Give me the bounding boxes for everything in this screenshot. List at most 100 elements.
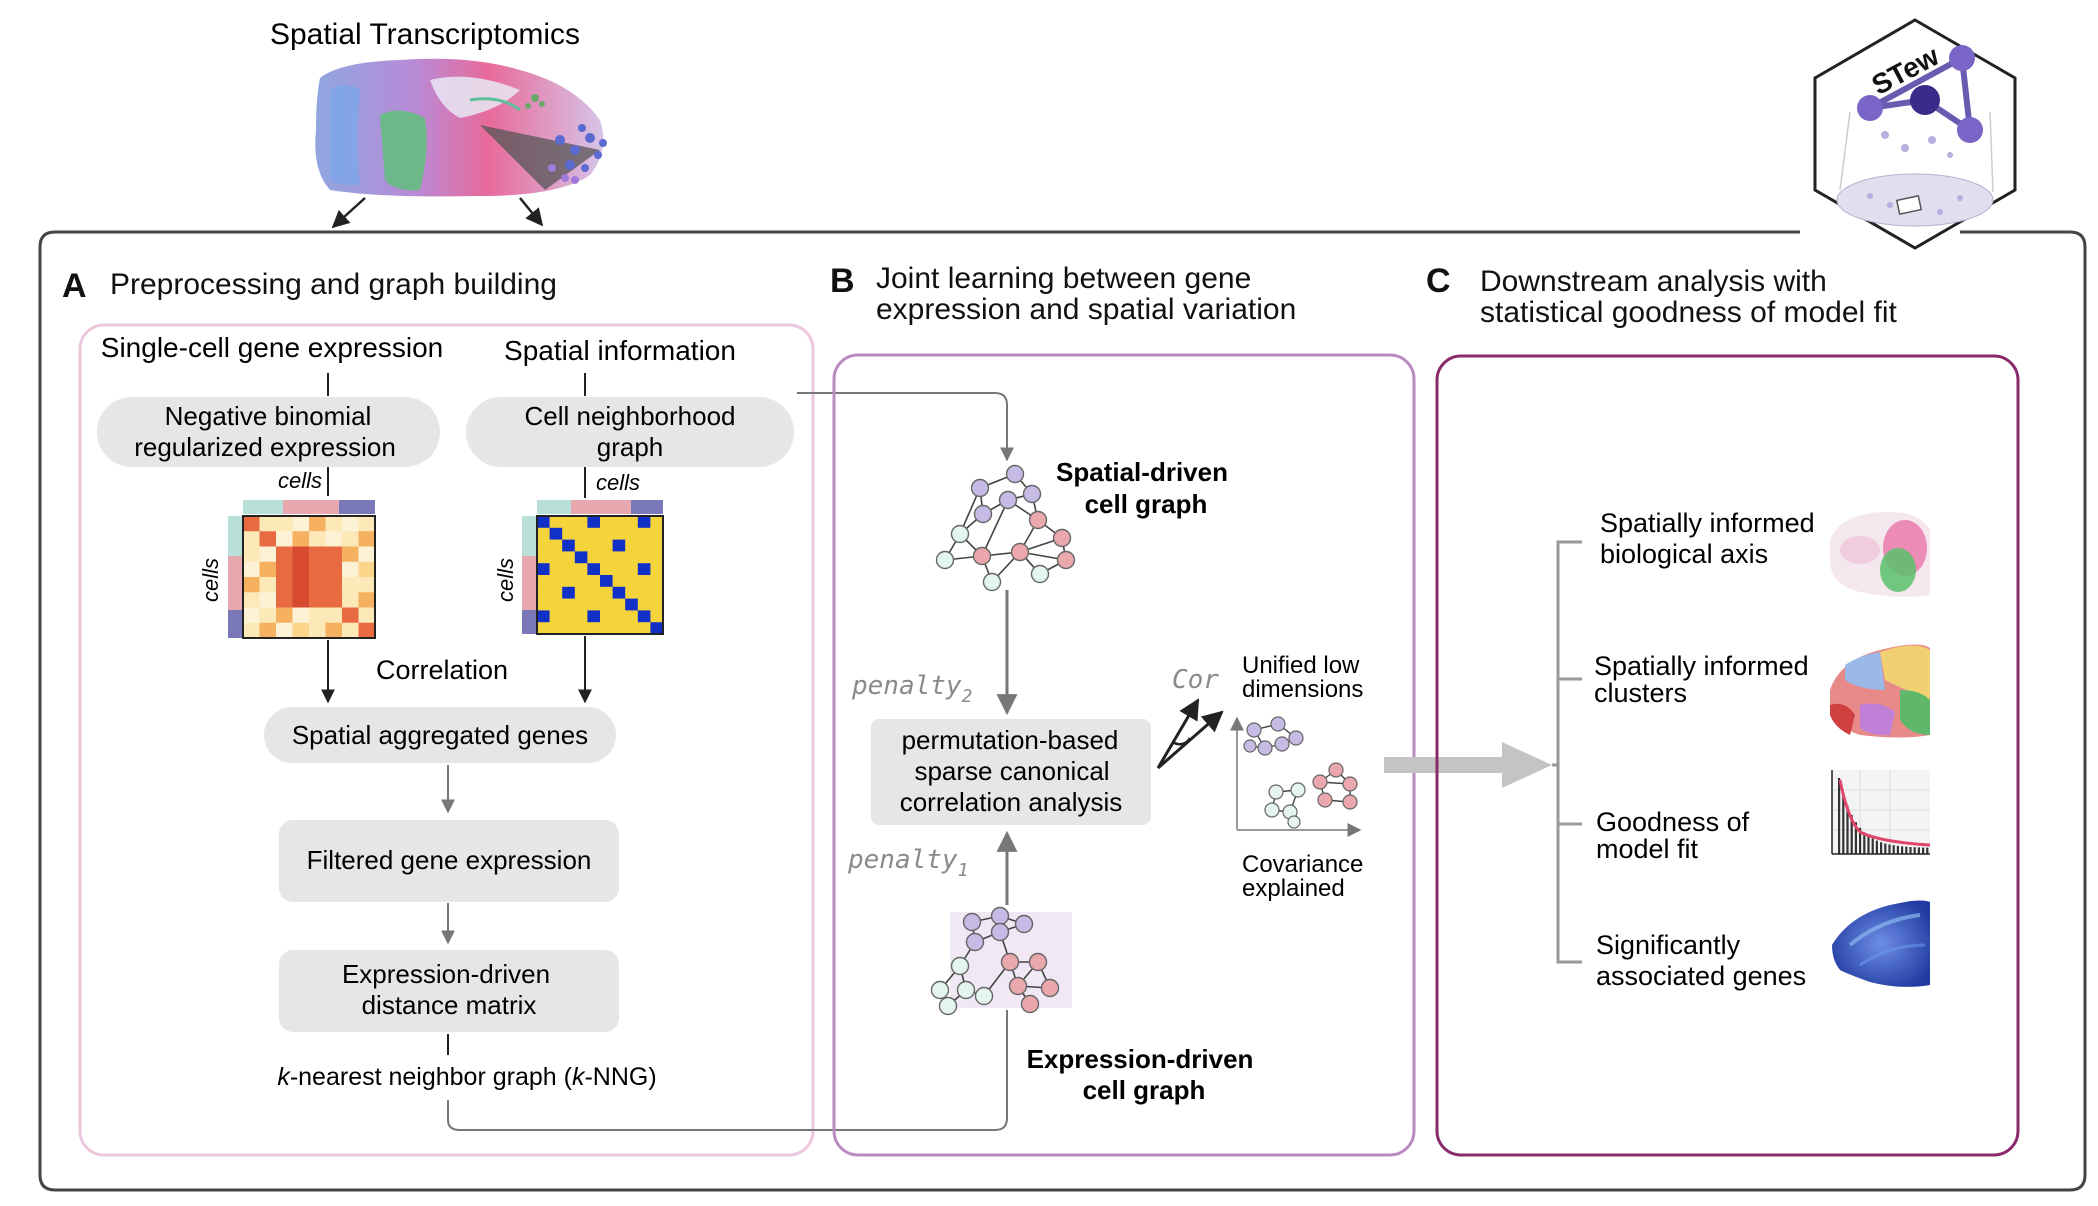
gof-bar [1863,832,1866,854]
panel-c-letter: C [1426,262,1451,300]
heatmap2-cell [637,586,651,599]
heatmap2-cell [650,563,664,576]
heatmap2-cell [650,610,664,623]
heatmap2-cell [637,516,651,529]
item2-line1: Spatially informed [1594,651,1809,681]
gof-bar [1896,845,1899,854]
gof-bar [1859,827,1862,854]
heatmap1-cell [342,607,359,624]
heatmap1-cell [325,561,343,578]
unified-line1: Unified low [1242,652,1360,679]
heatmap1-cell [358,592,376,608]
heatmap2-cell [537,563,550,576]
heatmap2-cell [562,598,576,611]
heatmap2-cell [625,598,639,611]
heatmap2-cell [650,516,664,529]
heatmap1-cell [325,546,343,563]
gof-bar [1846,805,1849,854]
connector-knn-to-graph [447,1010,1008,1131]
heatmap2-cell [574,575,588,588]
heatmap2-cell [637,598,651,611]
heatmap2-cell [549,598,563,611]
heatmap2-cell [587,551,601,564]
panel-a-letter: A [62,267,87,305]
heatmap2-cell [587,598,601,611]
heatmap1-cell [358,516,376,532]
heatmap1-cell [292,546,310,563]
heatmap1-cell [276,607,293,624]
heatmap1-cell [309,577,326,593]
heatmap2-cell [625,610,639,623]
heatmap2-cell [600,598,613,611]
gof-bar [1892,845,1895,854]
low-dim-scatter [1230,716,1362,837]
heatmap2-cell [549,586,563,599]
brain-arrow-right [519,197,544,227]
cng-line1: Cell neighborhood [524,401,735,431]
heatmap2-cell [537,598,550,611]
heatmap2-cell [587,563,601,576]
heatmap1-cell [259,531,277,547]
heatmap1-cell [243,622,260,639]
penalty1-label: penalty1 [847,845,968,881]
heatmap1-cell [276,577,293,593]
heatmap2-cell [549,516,563,529]
correlation-label: Correlation [376,655,508,685]
penalty1-base: penalty [847,845,958,875]
gof-bar [1838,778,1841,854]
unified-line2: dimensions [1242,676,1363,703]
gof-bar [1901,846,1904,854]
heatmap2-cell [537,539,550,552]
heatmap1-cell [309,561,326,578]
heatmap2-cell [612,539,626,552]
heatmap2-cell [650,575,664,588]
heatmap2-cell [549,527,563,540]
item3-line1: Goodness of [1596,807,1750,837]
heatmap1-cell [292,577,310,593]
gof-bar [1880,842,1883,854]
spatial-aggregated-genes-label: Spatial aggregated genes [292,720,588,750]
heatmap2-cell [549,622,563,635]
item1-line1: Spatially informed [1600,508,1815,538]
heatmap1-cell [309,622,326,639]
heatmap2-cell [612,516,626,529]
heatmap2-cell [537,527,550,540]
heatmap2-cell [587,516,601,529]
heatmap2-cell [600,586,613,599]
panel-c-box [1435,354,2020,1157]
heatmap2-cell [650,527,664,540]
heatmap1-cell [259,592,277,608]
heatmap2-cell [600,527,613,540]
heatmap1-cell [325,577,343,593]
knn-k1: k [277,1063,291,1091]
gof-bar [1917,847,1920,854]
heatmap2-cell [574,598,588,611]
heatmap1-cell [342,592,359,608]
heatmap1-cell [243,531,260,547]
gof-bar [1909,847,1912,854]
expression-distance-box [279,950,619,1032]
heatmap1-cell [292,516,310,532]
heatmap2-cell [537,516,550,529]
heatmap1-cell [342,516,359,532]
heatmap1-cell [259,622,277,639]
heatmap2-cell [612,586,626,599]
heatmap2-cell [587,622,601,635]
knn-label: k-nearest neighbor graph (k-NNG) [277,1063,656,1091]
heatmap2-cell [637,563,651,576]
heatmap1-cell [259,577,277,593]
gof-bar [1850,814,1853,854]
heatmap2-cell [537,575,550,588]
heatmap2-cell [600,516,613,529]
spatial-aggregated-genes-pill [264,707,616,763]
heatmap1-cell [243,607,260,624]
heatmap2-cell [549,539,563,552]
expr-line2: distance matrix [362,990,537,1020]
heatmap1-cell [342,561,359,578]
heatmap2-cell [625,563,639,576]
cell-neighborhood-pill [466,397,794,467]
panel-b-letter: B [830,262,855,300]
nb-line2: regularized expression [134,432,396,462]
heatmap2-cell [562,527,576,540]
heatmap2-cell [574,551,588,564]
